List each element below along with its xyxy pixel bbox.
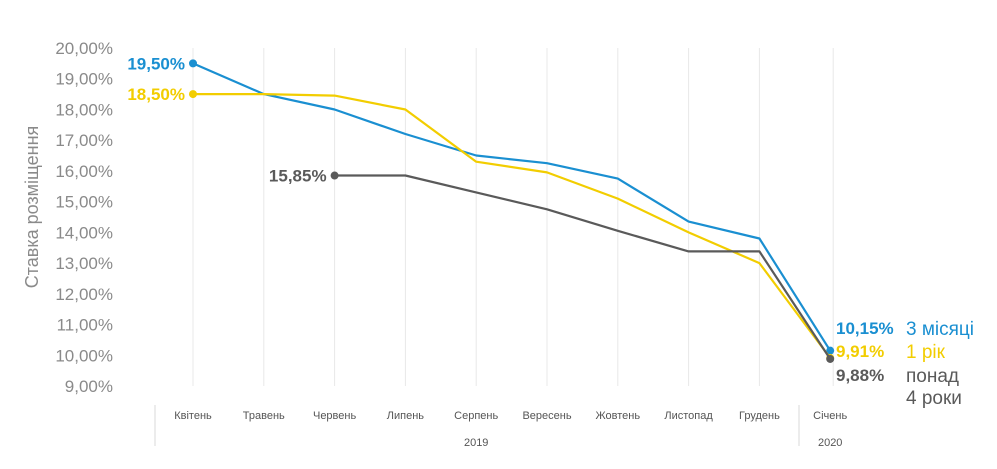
y-tick-label: 14,00% [55,223,113,242]
y-tick-label: 17,00% [55,131,113,150]
x-tick-label: Листопад [664,410,713,422]
y-axis-ticks: 9,00% 10,00% 11,00% 12,00% 13,00% 14,00% 15,00… [55,39,113,396]
legend-entry: 4 роки [906,388,962,409]
series-2-start-label: 15,85% [269,167,327,186]
series-lines [189,59,835,363]
series-2-start-marker [330,171,339,180]
y-axis-label: Ставка розміщення [22,126,42,289]
series-0-line [192,62,832,352]
x-axis-ticks: Квітень Травень Червень Липень Серпень Вересе… [174,410,847,422]
year-label: 2019 [464,437,488,449]
x-tick-label: Травень [243,410,285,422]
year-label: 2020 [818,437,842,449]
series-1-start-label: 18,50% [127,85,185,104]
series-2-end-label: 9,88% [836,366,884,385]
y-tick-label: 13,00% [55,254,113,273]
legend-entry: понад [906,366,959,387]
series-1-line [193,92,832,359]
x-tick-label: Грудень [739,410,780,422]
series-0-start-marker [189,59,197,68]
x-tick-label: Липень [387,410,425,422]
y-tick-label: 18,00% [55,100,113,119]
series-0-end-label: 10,15% [836,319,894,338]
series-2-line [334,174,832,360]
y-tick-label: 20,00% [55,39,113,58]
y-tick-label: 12,00% [55,285,113,304]
x-tick-label: Червень [313,410,356,422]
data-labels: 19,50% 18,50% 15,85% 10,15% 9,91% 9,88% [127,54,893,385]
x-tick-label: Серпень [454,410,498,422]
x-tick-label: Вересень [522,410,571,422]
y-tick-label: 9,00% [65,377,113,396]
y-tick-label: 15,00% [55,193,113,212]
x-tick-label: Січень [813,410,847,422]
series-2-end-marker [826,354,835,363]
y-tick-label: 11,00% [57,316,113,335]
x-tick-label: Жовтень [596,410,641,422]
y-tick-label: 16,00% [55,162,113,181]
legend-entry: 3 місяці [906,319,974,340]
series-1-end-label: 9,91% [836,342,884,361]
y-tick-label: 10,00% [55,346,113,365]
year-labels: 2019 2020 [464,437,842,449]
x-tick-label: Квітень [174,410,212,422]
series-0-start-label: 19,50% [127,54,185,73]
series-0-end-marker [826,346,835,355]
legend-entry: 1 рік [906,342,946,363]
y-tick-label: 19,00% [55,70,113,89]
series-1-start-marker [189,90,197,99]
grid-lines [154,48,834,446]
